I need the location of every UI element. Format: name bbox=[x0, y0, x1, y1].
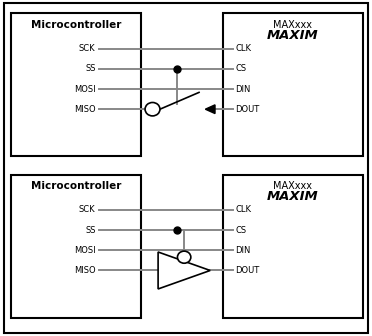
Text: Microcontroller: Microcontroller bbox=[31, 20, 121, 30]
Text: CLK: CLK bbox=[235, 206, 251, 214]
Text: DOUT: DOUT bbox=[235, 266, 260, 275]
Text: MAXxxx: MAXxxx bbox=[273, 181, 312, 192]
Bar bbox=[223, 175, 363, 318]
Polygon shape bbox=[158, 252, 210, 289]
Polygon shape bbox=[205, 105, 215, 114]
Circle shape bbox=[145, 102, 160, 116]
Text: SCK: SCK bbox=[79, 44, 96, 53]
Text: MOSI: MOSI bbox=[74, 85, 96, 93]
Text: DIN: DIN bbox=[235, 246, 251, 255]
Text: MAXxxx: MAXxxx bbox=[273, 20, 312, 30]
Text: DOUT: DOUT bbox=[235, 105, 260, 114]
Text: MISO: MISO bbox=[74, 105, 96, 114]
Text: MISO: MISO bbox=[74, 266, 96, 275]
Text: CS: CS bbox=[235, 65, 247, 73]
Bar bbox=[223, 13, 363, 156]
Text: DIN: DIN bbox=[235, 85, 251, 93]
Bar bbox=[11, 175, 141, 318]
Text: MAXIM: MAXIM bbox=[267, 29, 319, 42]
Circle shape bbox=[177, 251, 191, 263]
Text: CS: CS bbox=[235, 226, 247, 235]
Text: Microcontroller: Microcontroller bbox=[31, 181, 121, 192]
Text: CLK: CLK bbox=[235, 44, 251, 53]
Text: MOSI: MOSI bbox=[74, 246, 96, 255]
Bar bbox=[11, 13, 141, 156]
Text: SCK: SCK bbox=[79, 206, 96, 214]
Text: MAXIM: MAXIM bbox=[267, 190, 319, 203]
Text: SS: SS bbox=[85, 226, 96, 235]
Text: SS: SS bbox=[85, 65, 96, 73]
